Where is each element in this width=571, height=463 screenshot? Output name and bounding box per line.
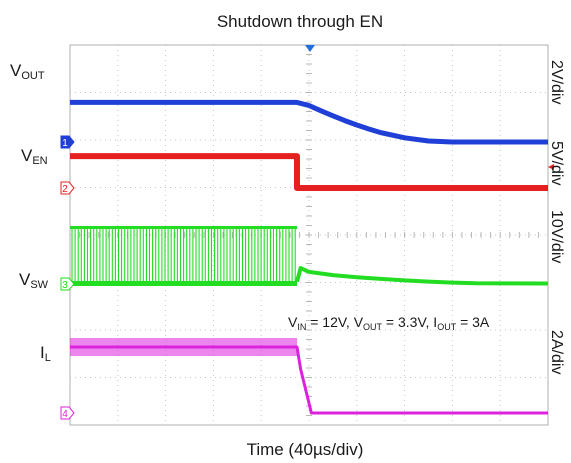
- traces: [70, 99, 549, 415]
- il-label: IL: [40, 343, 51, 364]
- svg-text:3: 3: [62, 280, 68, 291]
- trigger-position-marker: [305, 45, 315, 52]
- vsw-trace: [295, 266, 549, 286]
- scale-vsw: 10V/div: [548, 210, 565, 263]
- svg-text:1: 1: [62, 138, 68, 149]
- scale-il: 2A/div: [548, 330, 565, 374]
- scale-ven: 5V/div: [548, 141, 565, 185]
- scale-vout: 2V/div: [548, 60, 565, 104]
- ground-marker-ch4: 4: [60, 406, 75, 420]
- ground-marker-ch1: 1: [60, 135, 75, 149]
- trigger-level-marker: [548, 164, 554, 170]
- il-trace: [70, 345, 548, 415]
- operating-conditions-annotation: VIN = 12V, VOUT = 3.3V, IOUT = 3A: [288, 314, 490, 332]
- vout-trace: [70, 99, 548, 145]
- x-axis-label: Time (40µs/div): [247, 440, 364, 459]
- vout-label: VOUT: [10, 61, 45, 82]
- vsw-switching-pulses: [71, 226, 296, 284]
- ground-marker-ch3: 3: [60, 277, 75, 291]
- ground-marker-ch2: 2: [60, 181, 75, 195]
- chart-title: Shutdown through EN: [217, 12, 383, 31]
- vsw-label: VSW: [19, 270, 49, 291]
- ground-markers: 1 2 3 4: [60, 135, 75, 420]
- ven-trace: [70, 153, 548, 191]
- svg-text:4: 4: [62, 409, 68, 420]
- ven-label: VEN: [21, 146, 48, 167]
- svg-text:2: 2: [62, 184, 68, 195]
